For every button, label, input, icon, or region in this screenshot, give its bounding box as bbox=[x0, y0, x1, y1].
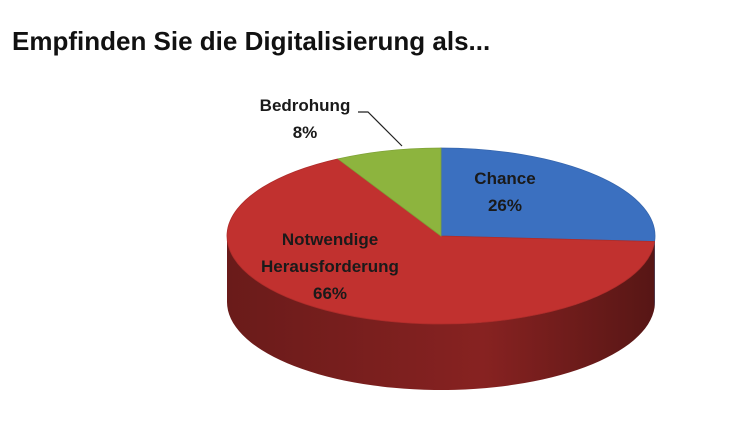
category-label: Bedrohung bbox=[259, 96, 351, 115]
chart-title: Empfinden Sie die Digitalisierung als... bbox=[12, 26, 491, 56]
category-label: Chance bbox=[474, 169, 536, 188]
value-label: 66% bbox=[312, 284, 348, 303]
slice-side bbox=[227, 236, 655, 390]
pie-slice bbox=[440, 147, 656, 242]
slice-label: Chance 26% bbox=[474, 165, 535, 219]
category-label: Notwendige Herausforderung bbox=[261, 230, 399, 276]
slice-label: Bedrohung 8% bbox=[260, 92, 351, 146]
slice-label: Notwendige Herausforderung 66% bbox=[255, 226, 405, 307]
leader-line bbox=[358, 111, 403, 147]
pie-slice bbox=[226, 158, 656, 325]
value-label: 8% bbox=[292, 123, 318, 142]
value-label: 26% bbox=[487, 196, 523, 215]
pie-slice bbox=[336, 147, 442, 237]
